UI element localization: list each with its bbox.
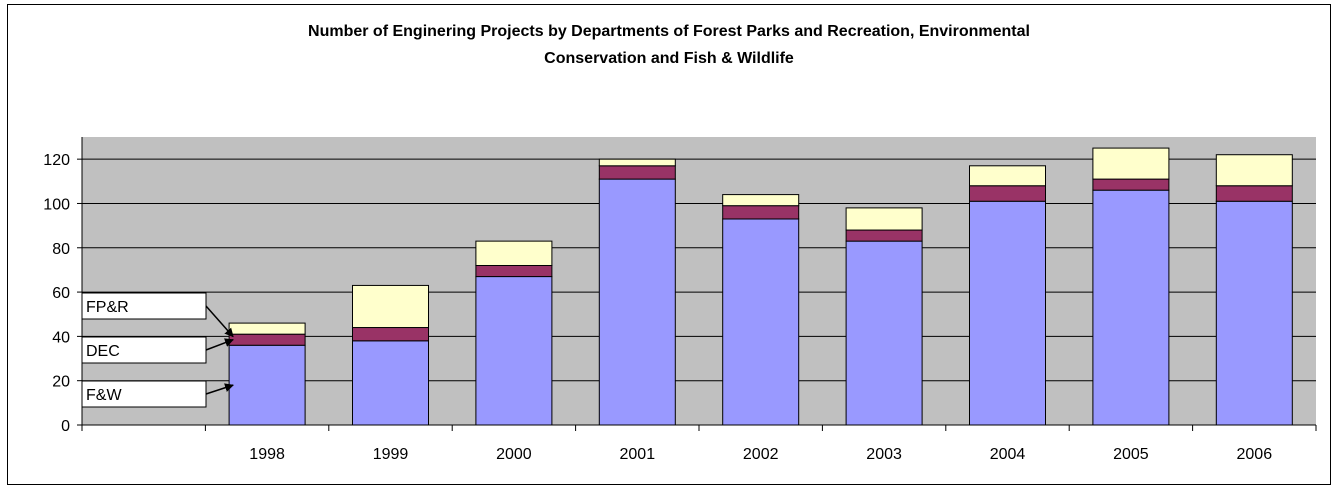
tick-labels: 0 20 40 60 80 100 120 1998 1999 2000 2001 2002 2003 2… (43, 152, 1272, 463)
bar-segment-fw (228, 344, 306, 426)
bar-segment-fw (352, 340, 429, 426)
y-tick-label: 120 (43, 152, 70, 169)
annotation-label: F&W (86, 387, 122, 404)
bar-segment-fpr (352, 284, 429, 329)
bar-segment-fpr (1215, 154, 1293, 187)
bar-segment-dec (1215, 185, 1293, 202)
y-tick-label: 80 (52, 241, 70, 258)
bar-segment-fpr (969, 165, 1046, 187)
annotation-arrow (205, 338, 234, 351)
bar-segment-dec (1092, 178, 1170, 191)
y-tick-label: 0 (61, 418, 70, 435)
x-tick-label: 2005 (1113, 446, 1149, 463)
chart-title-line-1: Number of Enginering Projects by Departm… (308, 23, 1030, 40)
chart-title-line-2: Conservation and Fish & Wildlife (544, 50, 794, 67)
bar-segment-fw (1215, 200, 1293, 426)
annotation-arrow (205, 383, 234, 395)
bar-segment-fpr (845, 207, 923, 231)
bar-segment-dec (475, 264, 553, 278)
y-tick-label: 40 (52, 329, 70, 346)
annotation-box (81, 380, 207, 408)
y-tick-label: 100 (43, 196, 70, 213)
x-tick-label: 2002 (743, 446, 779, 463)
bar-segment-fpr (1092, 147, 1170, 180)
x-tick-label: 2003 (866, 446, 902, 463)
bar-segment-dec (598, 165, 676, 180)
bar-segment-dec (228, 333, 306, 346)
bar-segment-fw (845, 240, 923, 426)
chart-title: Number of Enginering Projects by Departm… (0, 18, 1338, 72)
x-tick-label: 2004 (990, 446, 1026, 463)
x-tick-label: 1998 (249, 446, 285, 463)
bar-segment-fpr (722, 194, 800, 207)
bar-segment-dec (969, 185, 1046, 202)
x-tick-label: 1999 (373, 446, 409, 463)
bar-segment-fw (722, 218, 800, 426)
annotation-arrow (205, 305, 234, 338)
annotations: FP&R DEC F&W (81, 292, 234, 408)
bar-segment-fw (1092, 189, 1170, 426)
annotation-label: FP&R (86, 299, 129, 316)
bar-segment-fw (969, 200, 1046, 426)
bar-segment-fw (475, 276, 553, 426)
bar-segment-dec (845, 229, 923, 242)
annotation-label: DEC (86, 343, 120, 360)
axes (77, 137, 1317, 431)
x-tick-label: 2000 (496, 446, 532, 463)
bar-segment-fpr (598, 158, 676, 167)
y-tick-label: 60 (52, 285, 70, 302)
bar-segment-dec (352, 327, 429, 342)
x-tick-label: 2006 (1237, 446, 1273, 463)
bars (228, 147, 1293, 426)
x-tick-label: 2001 (620, 446, 656, 463)
bar-segment-fpr (475, 240, 553, 266)
bar-segment-fpr (228, 322, 306, 335)
bar-segment-dec (722, 205, 800, 220)
y-tick-label: 20 (52, 374, 70, 391)
bar-segment-fw (598, 178, 676, 426)
